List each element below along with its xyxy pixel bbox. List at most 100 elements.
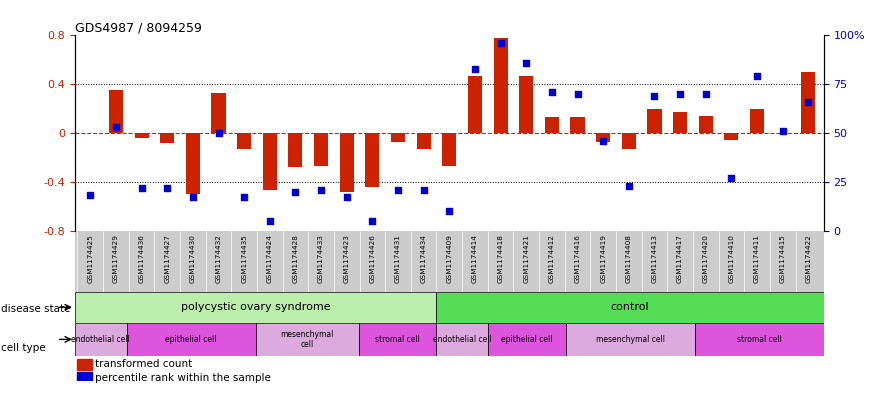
- Text: GSM1174416: GSM1174416: [574, 234, 581, 283]
- Point: [263, 218, 277, 224]
- Text: GSM1174420: GSM1174420: [703, 234, 709, 283]
- Point: [673, 91, 687, 97]
- Point: [802, 99, 816, 105]
- Bar: [211, 93, 226, 133]
- Text: GDS4987 / 8094259: GDS4987 / 8094259: [75, 21, 202, 34]
- Bar: [544, 117, 559, 133]
- Point: [648, 93, 662, 99]
- Text: GSM1174413: GSM1174413: [651, 234, 657, 283]
- Bar: [436, 292, 824, 323]
- Point: [544, 89, 559, 95]
- Bar: [596, 133, 611, 141]
- Text: disease state: disease state: [1, 303, 70, 314]
- Text: polycystic ovary syndrome: polycystic ovary syndrome: [181, 302, 330, 312]
- Bar: [288, 133, 302, 167]
- Point: [109, 124, 123, 130]
- Bar: [673, 112, 687, 133]
- Point: [288, 188, 302, 195]
- Point: [699, 91, 713, 97]
- Point: [519, 60, 533, 66]
- Text: GSM1174417: GSM1174417: [677, 234, 683, 283]
- Text: GSM1174429: GSM1174429: [113, 234, 119, 283]
- Point: [160, 184, 174, 191]
- Text: GSM1174426: GSM1174426: [369, 234, 375, 283]
- Bar: [135, 133, 149, 138]
- Text: control: control: [611, 302, 649, 312]
- Bar: [263, 133, 277, 190]
- Text: GSM1174415: GSM1174415: [780, 234, 786, 283]
- Point: [775, 128, 789, 134]
- Bar: [488, 323, 566, 356]
- Point: [442, 208, 456, 214]
- Text: GSM1174408: GSM1174408: [626, 234, 632, 283]
- Text: cell type: cell type: [1, 343, 46, 353]
- Bar: [77, 359, 92, 370]
- Point: [366, 218, 380, 224]
- Bar: [366, 133, 380, 187]
- Bar: [750, 108, 764, 133]
- Text: stromal cell: stromal cell: [737, 335, 781, 344]
- Text: GSM1174419: GSM1174419: [600, 234, 606, 283]
- Text: epithelial cell: epithelial cell: [166, 335, 217, 344]
- Bar: [724, 133, 738, 140]
- Bar: [255, 323, 359, 356]
- Bar: [186, 133, 200, 194]
- Point: [622, 183, 636, 189]
- Text: GSM1174411: GSM1174411: [754, 234, 760, 283]
- Point: [391, 186, 405, 193]
- Text: GSM1174435: GSM1174435: [241, 234, 248, 283]
- Bar: [340, 133, 354, 191]
- Text: GSM1174422: GSM1174422: [805, 234, 811, 283]
- Bar: [109, 90, 123, 133]
- Point: [340, 194, 354, 200]
- Text: GSM1174425: GSM1174425: [87, 234, 93, 283]
- Point: [596, 138, 611, 144]
- Bar: [417, 133, 431, 149]
- Bar: [442, 133, 456, 166]
- Text: GSM1174414: GSM1174414: [472, 234, 478, 283]
- Bar: [314, 133, 328, 166]
- Text: transformed count: transformed count: [95, 359, 193, 369]
- Point: [211, 130, 226, 136]
- Bar: [77, 373, 92, 384]
- Bar: [571, 117, 585, 133]
- Point: [750, 73, 764, 79]
- Point: [135, 184, 149, 191]
- Bar: [391, 133, 405, 141]
- Text: GSM1174410: GSM1174410: [729, 234, 735, 283]
- Text: GSM1174412: GSM1174412: [549, 234, 555, 283]
- Text: GSM1174431: GSM1174431: [395, 234, 401, 283]
- Bar: [359, 323, 436, 356]
- Text: GSM1174434: GSM1174434: [420, 234, 426, 283]
- Text: stromal cell: stromal cell: [375, 335, 420, 344]
- Text: endothelial cell: endothelial cell: [433, 335, 492, 344]
- Text: GSM1174427: GSM1174427: [164, 234, 170, 283]
- Bar: [493, 38, 507, 133]
- Bar: [648, 108, 662, 133]
- Point: [314, 186, 328, 193]
- Text: GSM1174409: GSM1174409: [447, 234, 452, 283]
- Bar: [622, 133, 636, 149]
- Bar: [566, 323, 694, 356]
- Text: GSM1174433: GSM1174433: [318, 234, 324, 283]
- Text: GSM1174424: GSM1174424: [267, 234, 273, 283]
- Text: epithelial cell: epithelial cell: [501, 335, 552, 344]
- Bar: [468, 75, 482, 133]
- Text: endothelial cell: endothelial cell: [71, 335, 130, 344]
- Text: percentile rank within the sample: percentile rank within the sample: [95, 373, 271, 383]
- Bar: [75, 292, 436, 323]
- Text: GSM1174421: GSM1174421: [523, 234, 529, 283]
- Point: [417, 186, 431, 193]
- Bar: [160, 133, 174, 143]
- Bar: [699, 116, 713, 133]
- Bar: [127, 323, 255, 356]
- Text: GSM1174430: GSM1174430: [189, 234, 196, 283]
- Bar: [436, 323, 488, 356]
- Text: GSM1174436: GSM1174436: [138, 234, 144, 283]
- Text: GSM1174428: GSM1174428: [292, 234, 299, 283]
- Point: [571, 91, 585, 97]
- Text: GSM1174423: GSM1174423: [344, 234, 350, 283]
- Text: GSM1174432: GSM1174432: [216, 234, 221, 283]
- Point: [493, 40, 507, 46]
- Text: mesenchymal
cell: mesenchymal cell: [281, 330, 334, 349]
